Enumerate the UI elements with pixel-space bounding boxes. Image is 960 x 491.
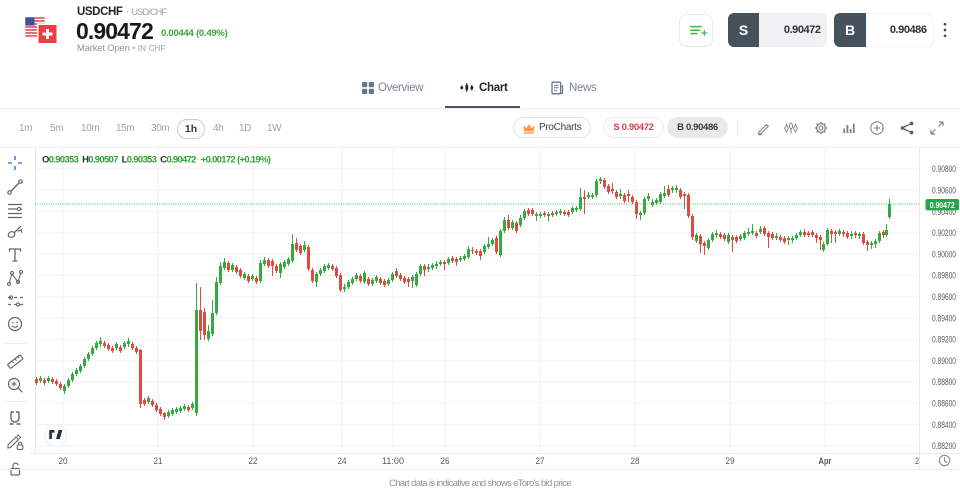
svg-text:2: 2 [915,456,919,466]
svg-text:0.88600: 0.88600 [932,399,956,409]
svg-text:29: 29 [726,456,735,466]
svg-text:0.90000: 0.90000 [932,249,956,259]
svg-text:0.89800: 0.89800 [932,271,956,281]
svg-text:0.90400: 0.90400 [932,207,956,217]
svg-text:0.88800: 0.88800 [932,377,956,387]
svg-text:0.89600: 0.89600 [932,292,956,302]
svg-text:0.90800: 0.90800 [932,164,956,174]
svg-text:26: 26 [441,456,450,466]
svg-text:Apr: Apr [819,456,832,466]
svg-text:0.88200: 0.88200 [932,441,956,451]
svg-text:0.89000: 0.89000 [932,356,956,366]
svg-text:0.90600: 0.90600 [932,186,956,196]
svg-text:21: 21 [154,456,163,466]
svg-text:0.88400: 0.88400 [932,420,956,430]
svg-text:0.90200: 0.90200 [932,228,956,238]
svg-text:0.89200: 0.89200 [932,335,956,345]
svg-text:11:00: 11:00 [382,456,404,466]
svg-text:20: 20 [59,456,68,466]
svg-text:27: 27 [536,456,545,466]
svg-text:24: 24 [338,456,347,466]
svg-text:0.89400: 0.89400 [932,313,956,323]
svg-text:0.90472: 0.90472 [930,200,955,210]
svg-text:O0.90353 H0.90507 L0.90353 C0.: O0.90353 H0.90507 L0.90353 C0.90472 +0.0… [42,155,271,166]
svg-text:22: 22 [249,456,258,466]
svg-text:28: 28 [631,456,640,466]
